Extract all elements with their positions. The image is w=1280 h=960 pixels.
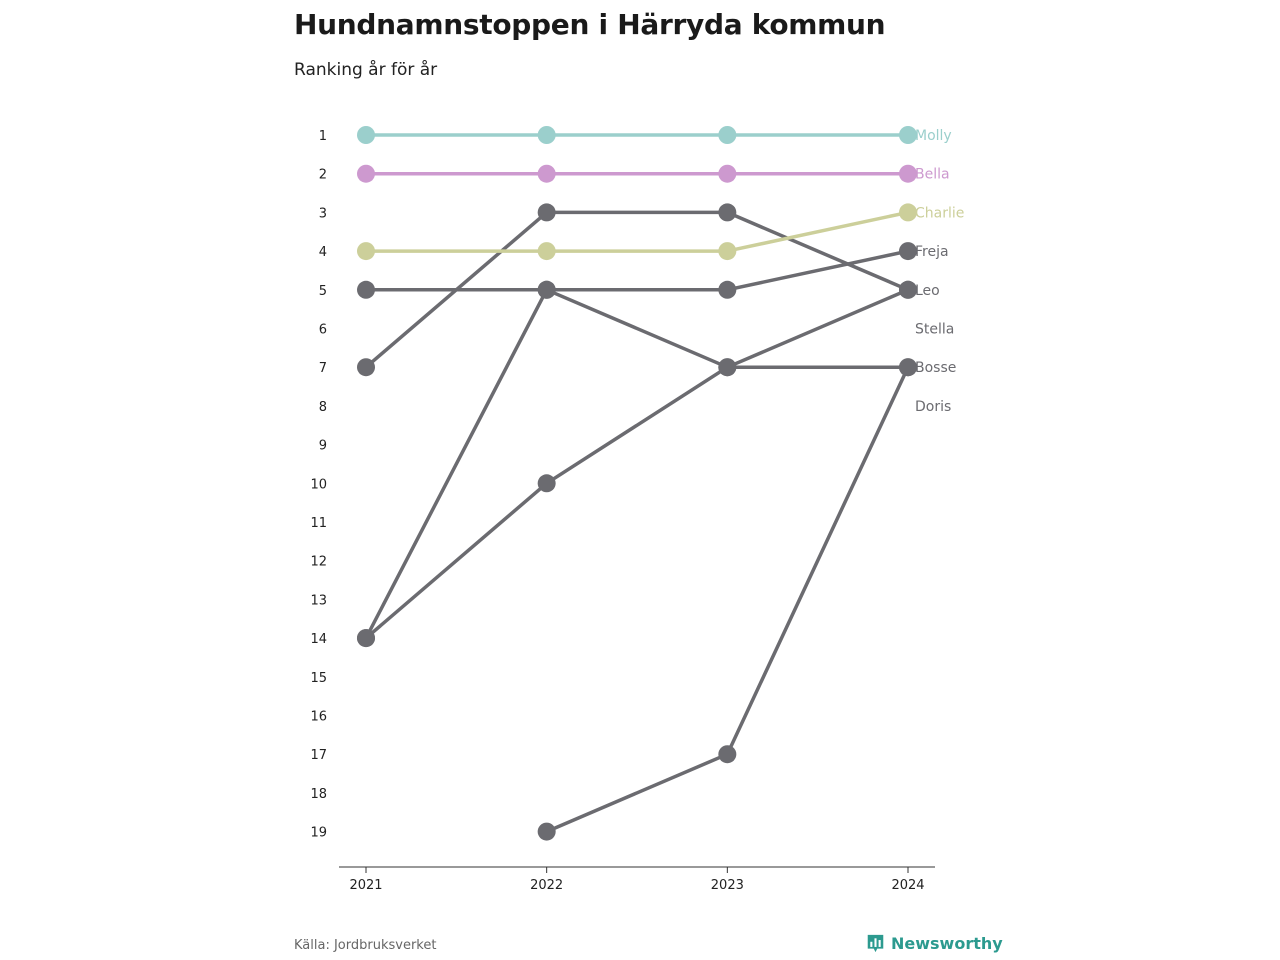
y-tick-label: 15 — [310, 671, 327, 686]
y-tick-label: 5 — [319, 284, 327, 299]
series-line-leo — [364, 210, 909, 369]
y-tick-label: 19 — [310, 826, 327, 841]
data-point-bella[interactable] — [718, 164, 737, 183]
series-line-bosse — [364, 288, 908, 639]
series-label-molly: Molly — [915, 128, 952, 144]
y-tick-label: 17 — [310, 748, 327, 763]
y-tick-label: 14 — [310, 632, 327, 647]
data-point-charlie[interactable] — [357, 242, 375, 261]
source-note: Källa: Jordbruksverket — [294, 938, 437, 953]
y-tick-label: 8 — [319, 400, 327, 415]
data-point-charlie[interactable] — [899, 203, 917, 222]
data-point-bella[interactable] — [899, 164, 917, 183]
data-point-bella[interactable] — [357, 164, 375, 183]
data-point-stella[interactable] — [537, 474, 556, 493]
y-tick-label: 2 — [319, 168, 327, 183]
data-point-charlie[interactable] — [537, 242, 556, 261]
series-label-doris: Doris — [915, 399, 951, 415]
data-point-leo[interactable] — [357, 358, 375, 377]
y-tick-label: 16 — [310, 710, 327, 725]
data-point-molly[interactable] — [537, 126, 556, 144]
y-tick-label: 6 — [319, 323, 327, 338]
series-label-charlie: Charlie — [915, 205, 964, 221]
y-tick-label: 3 — [319, 206, 327, 221]
data-point-freja[interactable] — [899, 242, 917, 261]
data-point-doris[interactable] — [899, 358, 917, 377]
series-line-freja — [366, 249, 909, 292]
data-point-leo[interactable] — [537, 203, 556, 222]
chart-subtitle: Ranking år för år — [294, 60, 438, 80]
data-point-charlie[interactable] — [718, 242, 737, 261]
data-point-leo[interactable] — [718, 203, 737, 222]
y-tick-label: 11 — [310, 516, 327, 531]
data-point-bosse[interactable] — [718, 358, 737, 377]
y-tick-label: 4 — [319, 245, 327, 260]
data-point-bosse[interactable] — [537, 280, 556, 299]
y-tick-label: 18 — [310, 787, 327, 802]
x-tick-label: 2023 — [711, 878, 744, 893]
series-label-bella: Bella — [915, 167, 950, 183]
y-tick-label: 12 — [310, 555, 327, 570]
data-point-freja[interactable] — [357, 280, 375, 299]
series-points — [357, 126, 917, 841]
data-point-stella[interactable] — [899, 280, 917, 299]
data-point-molly[interactable] — [899, 126, 917, 144]
data-point-freja[interactable] — [718, 280, 737, 299]
series-lines — [364, 133, 910, 834]
brand-name: Newsworthy — [891, 934, 1003, 953]
y-tick-label: 10 — [310, 477, 327, 492]
series-label-stella: Stella — [915, 322, 954, 338]
series-label-leo: Leo — [915, 283, 940, 299]
x-tick-label: 2022 — [530, 878, 563, 893]
data-point-doris[interactable] — [537, 822, 556, 841]
y-tick-label: 7 — [319, 361, 327, 376]
series-labels: Molly Bella Charlie Freja Leo Stella Bosse Dori… — [915, 128, 964, 415]
data-point-molly[interactable] — [718, 126, 737, 144]
y-tick-label: 9 — [319, 439, 327, 454]
y-tick-label: 1 — [319, 129, 327, 144]
series-line-charlie — [366, 210, 909, 253]
chart-title: Hundnamnstoppen i Härryda kommun — [294, 8, 886, 41]
data-point-molly[interactable] — [357, 126, 375, 144]
data-point-doris[interactable] — [718, 745, 737, 764]
x-axis: 2021 2022 2023 2024 — [349, 867, 925, 893]
series-label-bosse: Bosse — [915, 360, 956, 376]
x-tick-label: 2024 — [891, 878, 924, 893]
y-tick-label: 13 — [310, 593, 327, 608]
series-label-freja: Freja — [915, 244, 949, 260]
brand-logo[interactable]: Newsworthy — [866, 934, 1003, 953]
data-point-bella[interactable] — [537, 164, 556, 183]
newsworthy-logo-icon — [867, 934, 884, 953]
series-line-stella — [364, 288, 909, 640]
x-tick-label: 2021 — [349, 878, 382, 893]
data-point-bosse[interactable] — [357, 629, 375, 648]
